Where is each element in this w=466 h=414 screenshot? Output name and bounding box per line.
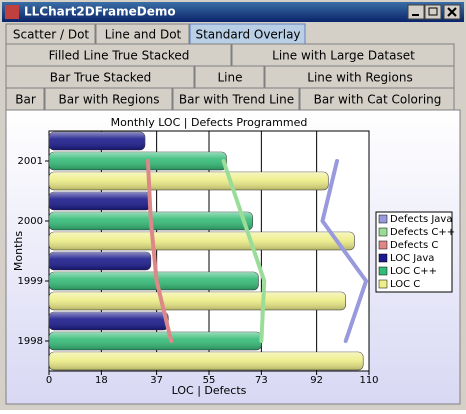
tab[interactable]: Line with Regions bbox=[264, 65, 455, 89]
legend-swatch bbox=[378, 214, 388, 224]
legend-label: Defects C bbox=[390, 240, 438, 251]
tab[interactable]: Line with Large Dataset bbox=[231, 43, 455, 67]
x-tick-label: 73 bbox=[255, 375, 268, 386]
legend-label: Defects Java bbox=[390, 214, 452, 225]
minimize-button[interactable] bbox=[407, 4, 425, 20]
maximize-icon bbox=[428, 7, 438, 16]
line bbox=[221, 159, 267, 343]
legend-swatch bbox=[378, 266, 388, 276]
tab-label: Line bbox=[217, 71, 242, 85]
tab-label: Bar with Regions bbox=[59, 93, 160, 107]
bar-shine bbox=[49, 352, 364, 370]
tab-bar: Scatter / Dot Line and Dot Standard Overla… bbox=[5, 23, 455, 111]
tab[interactable]: Bar True Stacked bbox=[5, 65, 195, 89]
bar-shine bbox=[49, 272, 259, 290]
bar-shine bbox=[49, 252, 151, 270]
chart: Monthly LOC | Defects Programmed 0 18 37 55 7… bbox=[12, 116, 455, 397]
bar-shine bbox=[49, 312, 169, 330]
close-icon bbox=[447, 7, 457, 17]
x-tick-label: 110 bbox=[359, 375, 378, 386]
tab-label: Bar True Stacked bbox=[50, 71, 151, 85]
bar-shine bbox=[49, 232, 355, 250]
y-tick-label: 1998 bbox=[18, 336, 43, 347]
legend-label: LOC Java bbox=[390, 253, 434, 264]
bar-shine bbox=[49, 172, 329, 190]
bar-shine bbox=[49, 192, 151, 210]
app-icon bbox=[5, 5, 19, 19]
tab[interactable]: Bar with Cat Coloring bbox=[299, 87, 455, 111]
x-tick-label: 55 bbox=[203, 375, 216, 386]
tab[interactable]: Line and Dot bbox=[95, 23, 190, 45]
bar-shine bbox=[49, 332, 262, 350]
x-axis-label: LOC | Defects bbox=[172, 384, 247, 397]
tab-label: Line with Regions bbox=[307, 71, 412, 85]
tab-label: Scatter / Dot bbox=[13, 28, 90, 42]
legend-label: LOC C bbox=[390, 279, 420, 290]
window-controls[interactable] bbox=[407, 4, 461, 20]
tab[interactable]: Bar with Trend Line bbox=[172, 87, 300, 111]
maximize-button[interactable] bbox=[424, 4, 442, 20]
x-tick-label: 0 bbox=[46, 375, 52, 386]
y-tick-label: 2001 bbox=[18, 156, 43, 167]
bar-shine bbox=[49, 292, 346, 310]
tab[interactable]: Standard Overlay bbox=[189, 23, 306, 45]
y-axis-label: Months bbox=[12, 231, 25, 271]
legend-swatch bbox=[378, 253, 388, 263]
tab[interactable]: Scatter / Dot bbox=[5, 23, 96, 45]
window-title: LLChart2DFrameDemo bbox=[24, 5, 176, 19]
chart-title: Monthly LOC | Defects Programmed bbox=[111, 116, 308, 129]
bar-shine bbox=[49, 152, 227, 170]
tab[interactable]: Bar with Regions bbox=[44, 87, 173, 111]
legend-swatch bbox=[378, 240, 388, 250]
tab-label: Line and Dot bbox=[105, 28, 182, 42]
tab-label: Bar bbox=[15, 93, 36, 107]
legend-box bbox=[375, 211, 453, 293]
tab-label: Bar with Cat Coloring bbox=[314, 93, 442, 107]
legend-label: LOC C++ bbox=[390, 266, 437, 277]
tab-label: Line with Large Dataset bbox=[272, 49, 415, 63]
title-bar bbox=[2, 2, 464, 22]
tab[interactable]: Filled Line True Stacked bbox=[5, 43, 232, 67]
line bbox=[320, 159, 369, 343]
tab[interactable]: Line bbox=[194, 65, 265, 89]
tab-label: Filled Line True Stacked bbox=[49, 49, 190, 63]
line bbox=[145, 159, 174, 343]
x-tick-label: 18 bbox=[95, 375, 108, 386]
legend-swatch bbox=[378, 227, 388, 237]
legend-swatch bbox=[378, 279, 388, 289]
y-tick-label: 1999 bbox=[18, 276, 43, 287]
tab[interactable]: Bar bbox=[5, 87, 45, 111]
x-tick-label: 92 bbox=[310, 375, 323, 386]
x-tick-label: 37 bbox=[150, 375, 163, 386]
tab-label: Bar with Trend Line bbox=[179, 93, 294, 107]
y-tick-label: 2000 bbox=[18, 216, 43, 227]
bar-shine bbox=[49, 132, 145, 150]
legend-label: Defects C++ bbox=[390, 227, 455, 238]
tab-label: Standard Overlay bbox=[195, 28, 300, 42]
